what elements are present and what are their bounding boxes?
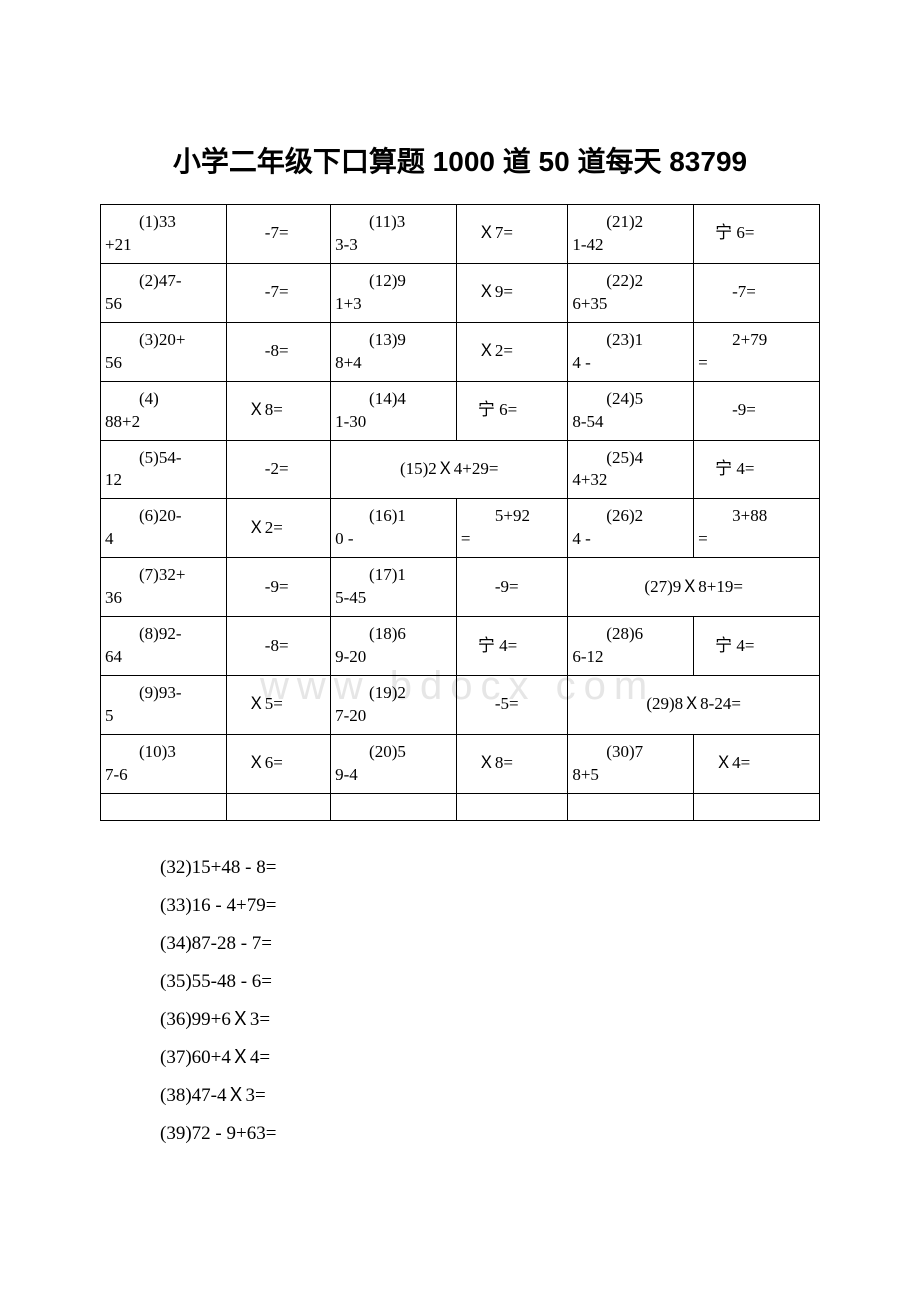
list-item: (33)16 - 4+79=: [160, 887, 820, 925]
table-cell: Ｘ4=: [694, 734, 820, 793]
table-cell: (14)41-30: [331, 381, 457, 440]
table-cell: (13)98+4: [331, 322, 457, 381]
table-cell: 2+79=: [694, 322, 820, 381]
table-cell: 宁 4=: [694, 617, 820, 676]
table-cell: Ｘ2=: [226, 499, 330, 558]
table-cell: -2=: [226, 440, 330, 499]
table-cell: (4)88+2: [101, 381, 227, 440]
table-cell: -8=: [226, 322, 330, 381]
table-cell: -5=: [456, 676, 567, 735]
table-cell: (2)47-56: [101, 263, 227, 322]
table-cell: Ｘ7=: [456, 205, 567, 264]
table-cell: (16)10 -: [331, 499, 457, 558]
table-cell: [694, 793, 820, 820]
table-cell: -9=: [226, 558, 330, 617]
table-cell: 宁 6=: [456, 381, 567, 440]
table-cell: (10)37-6: [101, 734, 227, 793]
problem-list: (32)15+48 - 8=(33)16 - 4+79=(34)87-28 - …: [160, 849, 820, 1153]
table-cell: (6)20-4: [101, 499, 227, 558]
table-cell: (17)15-45: [331, 558, 457, 617]
list-item: (36)99+6Ｘ3=: [160, 1001, 820, 1039]
table-cell: (12)91+3: [331, 263, 457, 322]
table-cell: (22)26+35: [568, 263, 694, 322]
table-cell: [331, 793, 457, 820]
table-cell: Ｘ2=: [456, 322, 567, 381]
table-cell: 3+88=: [694, 499, 820, 558]
table-cell: Ｘ8=: [226, 381, 330, 440]
table-cell: -7=: [694, 263, 820, 322]
table-cell: (15)2Ｘ4+29=: [331, 440, 568, 499]
table-cell: (11)33-3: [331, 205, 457, 264]
table-cell: (8)92-64: [101, 617, 227, 676]
table-cell: (23)14 -: [568, 322, 694, 381]
table-cell: (29)8Ｘ8-24=: [568, 676, 820, 735]
table-cell: (21)21-42: [568, 205, 694, 264]
math-table: (1)33+21 -7= (11)33-3 Ｘ7= (21)21-42 宁 6=…: [100, 204, 820, 821]
list-item: (35)55-48 - 6=: [160, 963, 820, 1001]
table-cell: -9=: [456, 558, 567, 617]
table-cell: -9=: [694, 381, 820, 440]
table-cell: 5+92=: [456, 499, 567, 558]
table-cell: 宁 4=: [694, 440, 820, 499]
table-cell: [456, 793, 567, 820]
table-cell: [226, 793, 330, 820]
table-cell: (7)32+36: [101, 558, 227, 617]
table-cell: Ｘ8=: [456, 734, 567, 793]
list-item: (34)87-28 - 7=: [160, 925, 820, 963]
table-cell: (18)69-20: [331, 617, 457, 676]
table-cell: (1)33+21: [101, 205, 227, 264]
table-cell: 宁 6=: [694, 205, 820, 264]
page-title: 小学二年级下口算题 1000 道 50 道每天 83799: [100, 140, 820, 180]
table-cell: (20)59-4: [331, 734, 457, 793]
table-cell: (3)20+56: [101, 322, 227, 381]
table-cell: Ｘ9=: [456, 263, 567, 322]
table-cell: Ｘ5=: [226, 676, 330, 735]
list-item: (38)47-4Ｘ3=: [160, 1077, 820, 1115]
table-cell: Ｘ6=: [226, 734, 330, 793]
table-cell: (24)58-54: [568, 381, 694, 440]
table-cell: [568, 793, 694, 820]
table-cell: -7=: [226, 263, 330, 322]
table-cell: (5)54-12: [101, 440, 227, 499]
list-item: (32)15+48 - 8=: [160, 849, 820, 887]
table-cell: [101, 793, 227, 820]
table-cell: -7=: [226, 205, 330, 264]
table-cell: (25)44+32: [568, 440, 694, 499]
table-cell: (9)93-5: [101, 676, 227, 735]
table-cell: (26)24 -: [568, 499, 694, 558]
table-cell: (19)27-20: [331, 676, 457, 735]
list-item: (37)60+4Ｘ4=: [160, 1039, 820, 1077]
list-item: (39)72 - 9+63=: [160, 1115, 820, 1153]
table-cell: (28)66-12: [568, 617, 694, 676]
table-cell: 宁 4=: [456, 617, 567, 676]
table-cell: -8=: [226, 617, 330, 676]
table-cell: (30)78+5: [568, 734, 694, 793]
table-cell: (27)9Ｘ8+19=: [568, 558, 820, 617]
